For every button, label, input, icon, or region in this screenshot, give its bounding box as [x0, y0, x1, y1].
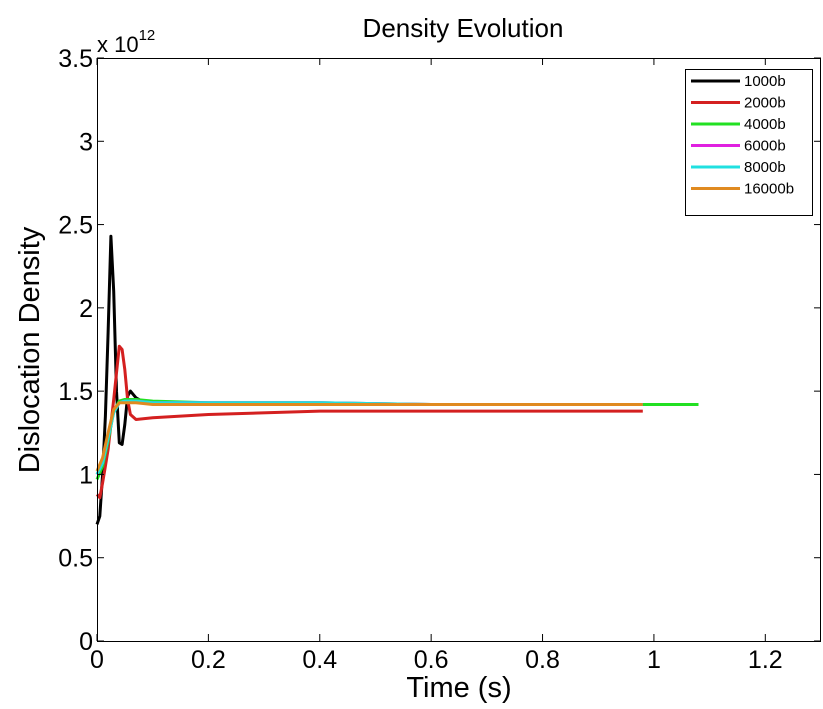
- x-tick-label: 0.6: [414, 646, 449, 674]
- legend-label-16000b: 16000b: [744, 181, 794, 198]
- x-tick-label: 0.4: [302, 646, 337, 674]
- legend-label-8000b: 8000b: [744, 159, 786, 176]
- series-layer: [95, 234, 699, 525]
- legend-label-1000b: 1000b: [744, 73, 786, 90]
- y-tick-label: 2: [79, 295, 93, 323]
- y-tick-label: 1: [79, 461, 93, 489]
- legend-label-6000b: 6000b: [744, 138, 786, 155]
- chart-title: Density Evolution: [363, 13, 564, 43]
- series-line-2000b: [95, 344, 643, 500]
- y-axis: 0 0.5 1 1.5 2 2.5 3 3.5: [58, 45, 821, 656]
- x-axis: 0 0.2 0.4 0.6 0.8 1 1.2: [90, 58, 783, 674]
- y-multiplier-exponent: 12: [139, 27, 156, 44]
- y-tick-label: 2.5: [58, 212, 93, 240]
- x-axis-label: Time (s): [406, 672, 511, 704]
- series-line-16000b: [95, 401, 643, 472]
- legend: 1000b 2000b 4000b 6000b 8000b 16000b: [685, 69, 813, 216]
- x-tick-label: 0.8: [525, 646, 560, 674]
- plot-area-frame: [97, 58, 821, 642]
- y-tick-label: 3.5: [58, 45, 93, 73]
- legend-box: [685, 69, 813, 216]
- series-line-1000b: [95, 234, 643, 525]
- y-axis-label: Dislocation Density: [14, 226, 46, 473]
- x-tick-label: 0.2: [191, 646, 226, 674]
- x-tick-label: 1: [647, 646, 661, 674]
- y-multiplier-base: x 10: [97, 32, 139, 57]
- x-tick-label: 1.2: [748, 646, 783, 674]
- y-tick-label: 1.5: [58, 378, 93, 406]
- y-axis-multiplier: x 1012: [97, 27, 155, 57]
- y-tick-label: 3: [79, 128, 93, 156]
- y-tick-label: 0.5: [58, 545, 93, 573]
- y-tick-label: 0: [79, 628, 93, 656]
- x-tick-label: 0: [90, 646, 104, 674]
- legend-label-4000b: 4000b: [744, 116, 786, 133]
- legend-label-2000b: 2000b: [744, 95, 786, 112]
